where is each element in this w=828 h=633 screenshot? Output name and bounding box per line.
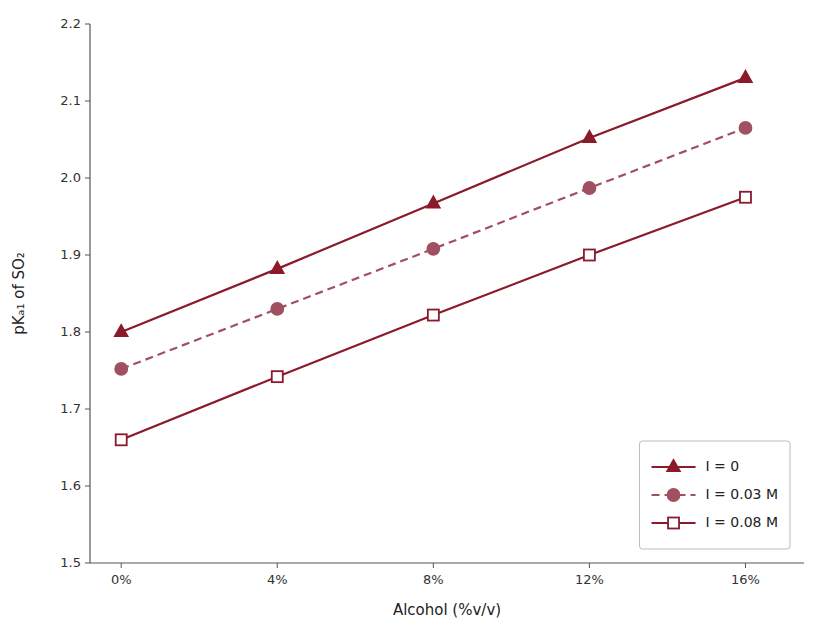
y-tick: [85, 101, 90, 102]
series-line: [121, 197, 745, 440]
legend-marker: [667, 460, 680, 471]
point: [428, 310, 439, 321]
point: [116, 434, 127, 445]
chart: 1.5 1.6 1.7 1.8 1.9 2.0 2.1 2.2 0% 4% 8% 12% 16% Alco…: [0, 0, 828, 633]
x-axis-line: [90, 562, 804, 563]
y-axis: 1.5 1.6 1.7 1.8 1.9 2.0 2.1 2.2: [60, 16, 90, 570]
y-axis-line: [89, 24, 90, 563]
x-tick: [745, 563, 746, 568]
legend-item: I = 0: [652, 458, 740, 474]
y-tick: [85, 178, 90, 179]
legend-marker: [668, 489, 680, 501]
x-tick-label: 4%: [267, 572, 288, 587]
plot-area: [115, 71, 752, 445]
point: [584, 250, 595, 261]
y-tick: [85, 409, 90, 410]
legend: I = 0 I = 0.03 M I = 0.08 M: [640, 441, 790, 549]
point: [583, 131, 596, 142]
y-tick: [85, 486, 90, 487]
y-tick-label: 1.5: [60, 555, 81, 570]
y-tick: [85, 332, 90, 333]
y-tick-label: 1.7: [60, 401, 81, 416]
x-tick: [433, 563, 434, 568]
y-tick-label: 2.0: [60, 170, 81, 185]
legend-box: [640, 441, 790, 549]
y-tick: [85, 563, 90, 564]
x-tick-label: 0%: [111, 572, 132, 587]
point: [427, 196, 440, 207]
y-tick-label: 1.6: [60, 478, 81, 493]
legend-marker: [668, 518, 679, 529]
y-tick-label: 1.8: [60, 324, 81, 339]
series-line: [121, 128, 745, 369]
x-tick-label: 12%: [575, 572, 604, 587]
y-tick-label: 2.1: [60, 93, 81, 108]
point: [271, 262, 284, 273]
x-axis-label: Alcohol (%v/v): [393, 601, 501, 619]
y-axis-label: pKₐ₁ of SO₂: [10, 252, 28, 335]
legend-label: I = 0.08 M: [706, 514, 778, 530]
x-tick-label: 8%: [423, 572, 444, 587]
point: [739, 71, 752, 82]
point: [271, 303, 283, 315]
point: [739, 122, 751, 134]
x-tick: [589, 563, 590, 568]
point: [272, 371, 283, 382]
point: [740, 192, 751, 203]
point: [427, 243, 439, 255]
x-tick: [277, 563, 278, 568]
point: [115, 325, 128, 336]
x-tick: [121, 563, 122, 568]
legend-label: I = 0: [706, 458, 740, 474]
x-tick-label: 16%: [731, 572, 760, 587]
series-line: [121, 78, 745, 332]
legend-label: I = 0.03 M: [706, 486, 778, 502]
y-tick-label: 2.2: [60, 16, 81, 31]
x-axis: 0% 4% 8% 12% 16%: [90, 563, 804, 587]
y-tick: [85, 24, 90, 25]
y-tick-label: 1.9: [60, 247, 81, 262]
y-tick: [85, 255, 90, 256]
legend-item: I = 0.08 M: [652, 514, 778, 530]
point: [583, 182, 595, 194]
point: [115, 363, 127, 375]
legend-item: I = 0.03 M: [652, 486, 778, 502]
